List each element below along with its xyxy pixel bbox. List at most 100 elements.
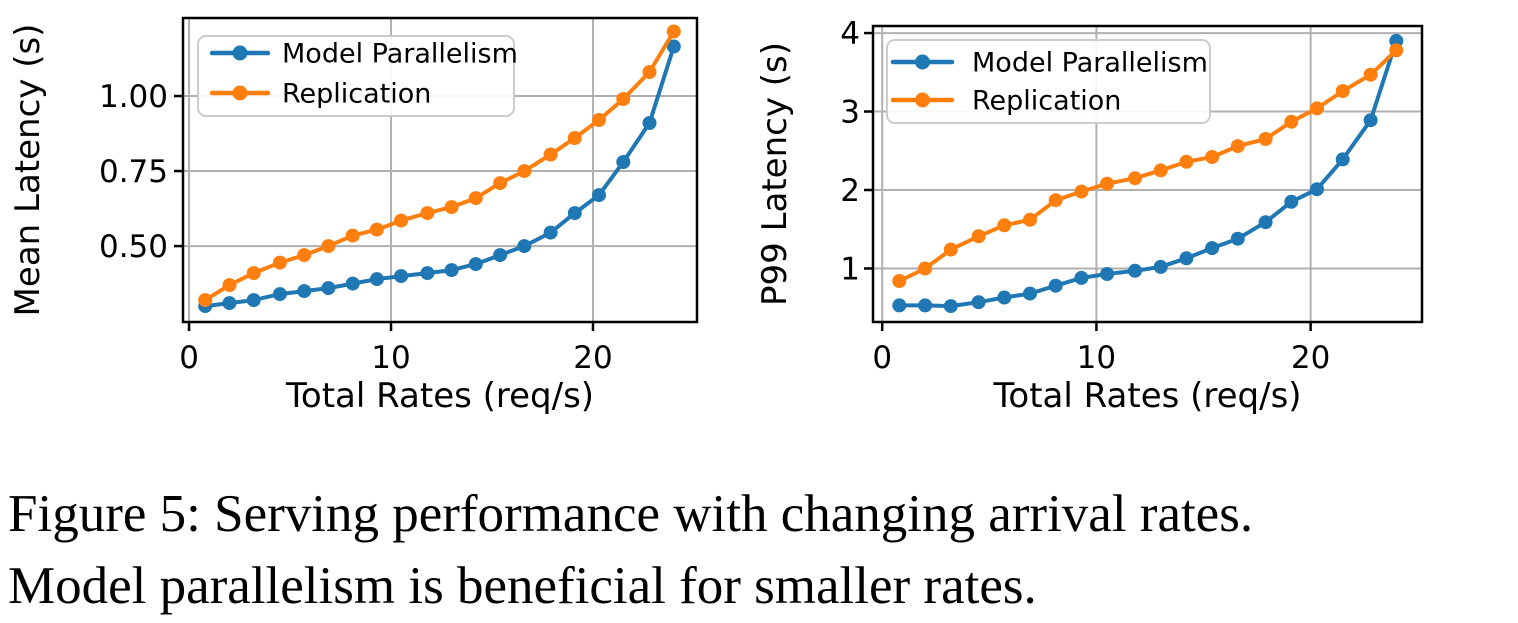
x-axis-label: Total Rates (req/s)	[285, 376, 594, 416]
data-point-replication	[345, 228, 360, 243]
x-tick-label: 0	[179, 340, 199, 376]
data-point-model-parallelism	[971, 295, 986, 310]
data-point-replication	[198, 293, 213, 308]
data-point-model-parallelism	[222, 296, 237, 311]
data-point-model-parallelism	[1284, 194, 1299, 209]
legend: Model Parallelism Replication	[886, 39, 1211, 124]
data-point-replication	[943, 242, 958, 257]
caption-line-2: Model parallelism is beneficial for smal…	[8, 557, 1037, 615]
data-point-replication	[1335, 84, 1350, 99]
data-point-model-parallelism	[1153, 259, 1168, 274]
x-tick-label: 10	[1077, 340, 1116, 376]
legend-marker-model-parallelism	[232, 45, 248, 61]
data-point-replication	[567, 131, 582, 145]
data-point-model-parallelism	[592, 188, 606, 203]
mean-latency-chart: 0 10 20 0.50 0.75 1.00 Total Rates (req/s) Mean…	[8, 16, 699, 416]
data-point-replication	[1074, 184, 1089, 199]
data-point-replication	[444, 200, 459, 215]
data-point-model-parallelism	[272, 287, 287, 302]
data-point-model-parallelism	[1205, 241, 1220, 256]
data-point-model-parallelism	[918, 298, 933, 313]
data-point-model-parallelism	[394, 269, 409, 284]
x-axis-label: Total Rates (req/s)	[992, 376, 1301, 416]
data-point-model-parallelism	[1179, 251, 1194, 266]
data-point-model-parallelism	[567, 206, 582, 221]
data-point-replication	[493, 176, 508, 191]
data-point-model-parallelism	[1310, 182, 1324, 197]
legend-label-model-parallelism: Model Parallelism	[972, 48, 1208, 79]
data-point-model-parallelism	[1258, 215, 1273, 230]
legend-marker-replication	[232, 85, 248, 101]
y-tick-label: 0.75	[99, 154, 168, 190]
legend-box	[886, 39, 1211, 124]
data-point-model-parallelism	[543, 225, 558, 240]
data-point-replication	[1389, 43, 1404, 58]
data-point-replication	[321, 239, 336, 254]
data-point-model-parallelism	[943, 299, 958, 314]
data-point-model-parallelism	[517, 239, 532, 254]
data-point-replication	[272, 255, 287, 270]
y-tick-label: 4	[840, 16, 860, 52]
data-point-replication	[892, 274, 907, 288]
data-point-model-parallelism	[297, 284, 312, 299]
legend-box	[197, 35, 515, 117]
data-point-replication	[369, 222, 384, 237]
legend-marker-replication	[915, 92, 930, 108]
legend-label-replication: Replication	[972, 86, 1121, 117]
data-point-replication	[420, 206, 435, 221]
data-point-model-parallelism	[493, 248, 508, 263]
data-point-model-parallelism	[1335, 152, 1350, 167]
data-point-replication	[918, 261, 933, 276]
data-point-replication	[543, 147, 558, 162]
data-point-model-parallelism	[997, 290, 1012, 305]
data-point-replication	[394, 213, 409, 228]
y-tick-label: 2	[840, 173, 860, 209]
legend: Model Parallelism Replication	[197, 35, 518, 117]
data-point-replication	[1128, 171, 1142, 186]
x-tick-label: 20	[573, 340, 612, 376]
x-tick-label: 20	[1291, 340, 1330, 376]
data-point-replication	[971, 229, 986, 244]
data-point-replication	[1100, 176, 1115, 191]
data-point-replication	[1310, 101, 1324, 116]
data-point-model-parallelism	[468, 257, 483, 272]
data-point-replication	[1205, 150, 1220, 164]
data-point-replication	[592, 113, 606, 127]
legend-label-model-parallelism: Model Parallelism	[282, 39, 518, 70]
data-point-model-parallelism	[246, 293, 261, 308]
y-tick-label: 0.50	[99, 229, 168, 265]
data-point-replication	[517, 164, 532, 179]
data-point-replication	[1258, 132, 1273, 146]
data-point-model-parallelism	[369, 272, 384, 287]
data-point-replication	[1023, 212, 1037, 227]
data-point-model-parallelism	[1074, 270, 1089, 285]
data-point-model-parallelism	[642, 116, 657, 130]
data-point-replication	[246, 266, 261, 281]
plot-frame	[871, 24, 1424, 324]
data-point-model-parallelism	[1023, 286, 1037, 301]
data-point-replication	[616, 92, 631, 106]
x-tick-label: 0	[872, 340, 892, 376]
data-point-replication	[1230, 139, 1245, 154]
y-tick-label: 3	[840, 95, 860, 131]
data-point-replication	[642, 65, 657, 79]
data-point-model-parallelism	[1128, 263, 1142, 278]
data-point-replication	[1284, 114, 1299, 129]
caption-line-1: Figure 5: Serving performance with chang…	[8, 485, 1254, 543]
data-point-model-parallelism	[616, 155, 631, 169]
figure-caption: Figure 5: Serving performance with chang…	[8, 478, 1253, 622]
legend-marker-model-parallelism	[915, 54, 930, 70]
data-point-replication	[1363, 67, 1378, 82]
y-axis-label: Mean Latency (s)	[8, 24, 48, 317]
legend-label-replication: Replication	[282, 79, 431, 110]
y-tick-label: 1	[840, 251, 860, 287]
data-point-model-parallelism	[444, 263, 459, 278]
data-point-model-parallelism	[321, 281, 336, 296]
data-point-replication	[468, 191, 483, 206]
y-axis-label: P99 Latency (s)	[755, 42, 795, 306]
data-point-model-parallelism	[1048, 278, 1063, 293]
data-point-model-parallelism	[1100, 267, 1115, 281]
data-point-replication	[1179, 154, 1194, 169]
data-point-replication	[666, 24, 681, 39]
